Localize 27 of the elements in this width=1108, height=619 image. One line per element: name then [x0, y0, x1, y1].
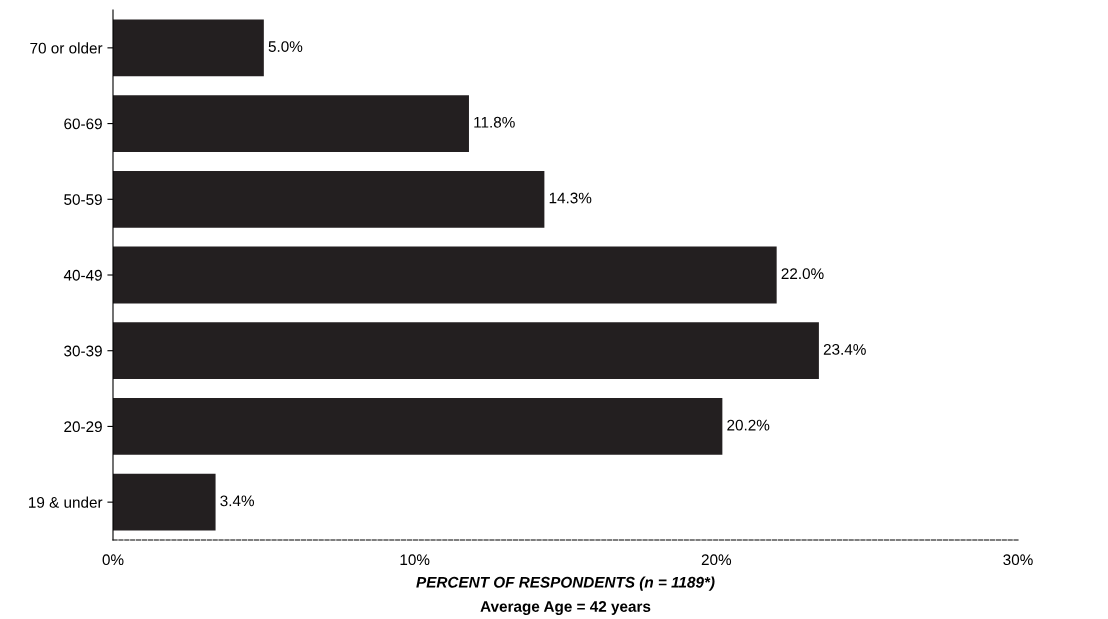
x-tick-label: 20% — [701, 554, 732, 566]
bar — [113, 473, 216, 531]
data-label: 14.3% — [549, 192, 592, 204]
y-tick-label: 30-39 — [64, 345, 102, 357]
y-tick-label: 60-69 — [64, 118, 102, 130]
data-label: 5.0% — [268, 41, 303, 52]
y-tick-label: 19 & under — [29, 496, 103, 508]
y-tick-label: 40-49 — [63, 269, 102, 281]
bar — [113, 170, 545, 228]
bar — [113, 398, 723, 455]
bar — [113, 95, 469, 152]
data-label: 3.4% — [220, 495, 255, 507]
data-label: 11.8% — [474, 116, 515, 128]
x-tick-label: 10% — [400, 554, 430, 566]
text: Average Age = 42 years — [480, 601, 651, 615]
y-tick-label: 20-29 — [64, 421, 102, 433]
x-tick-label: 30% — [1003, 554, 1033, 566]
y-tick-label: 70 or older — [30, 42, 103, 54]
data-label: 22.0% — [781, 268, 824, 280]
data-label: 20.2% — [727, 419, 770, 431]
x-axis-title: PERCENT OF RESPONDENTS (n = 1189*) — [416, 576, 715, 591]
data-label: 23.4% — [823, 344, 866, 355]
y-tick-label: 50-59 — [64, 194, 102, 205]
bar — [113, 19, 264, 77]
bar — [113, 246, 777, 304]
bar — [113, 322, 819, 380]
x-tick-label: 0% — [102, 554, 124, 566]
